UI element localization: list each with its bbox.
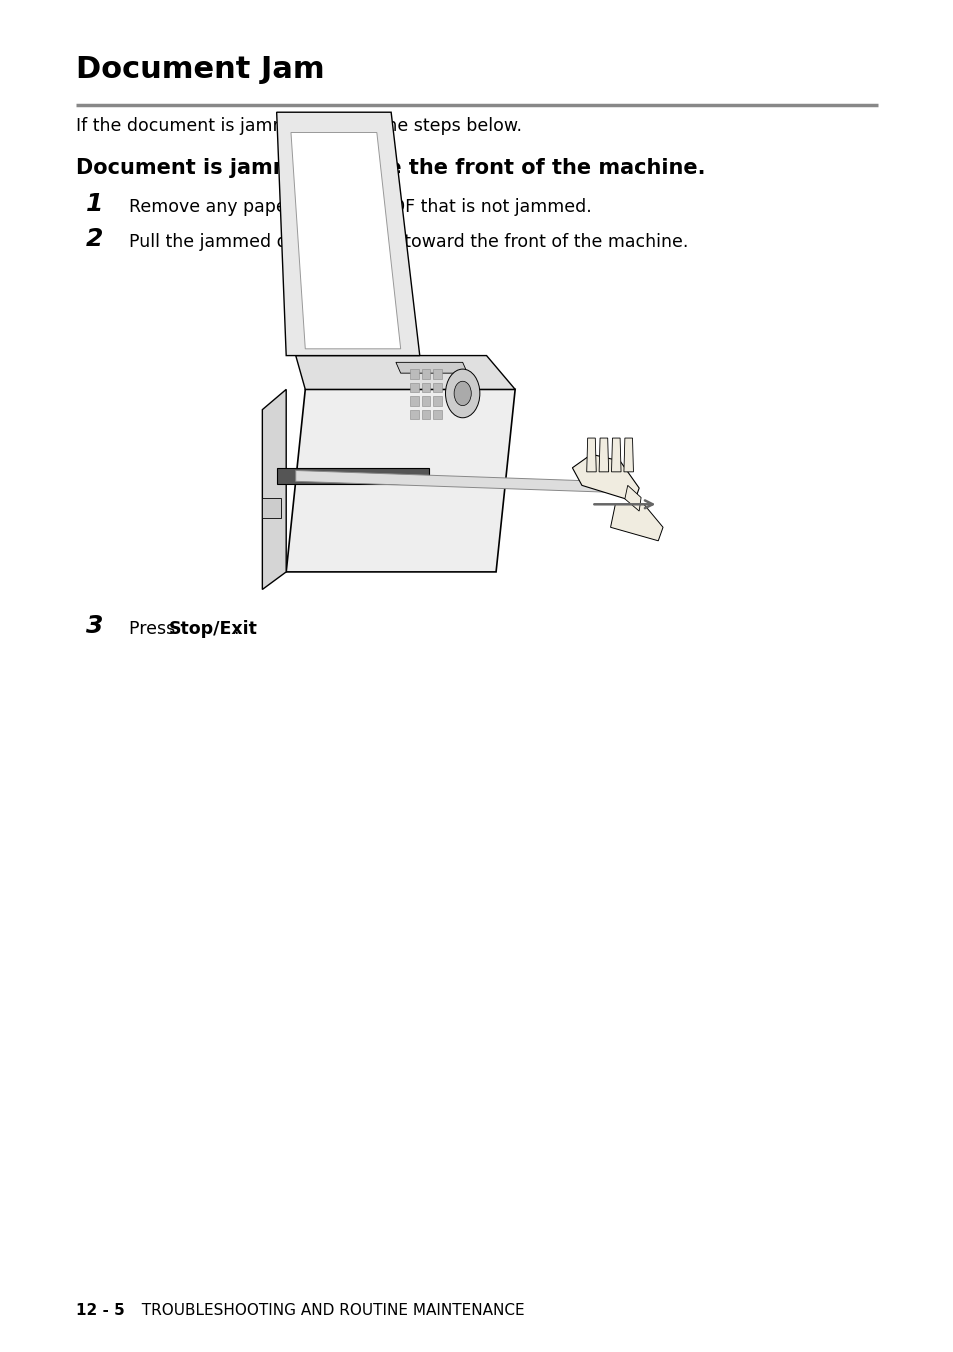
Text: 3: 3 [86, 614, 103, 638]
Polygon shape [410, 383, 418, 392]
Polygon shape [421, 396, 430, 406]
Polygon shape [295, 356, 515, 389]
Polygon shape [395, 362, 467, 373]
Polygon shape [286, 389, 515, 572]
Polygon shape [611, 438, 620, 472]
Circle shape [454, 381, 471, 406]
Text: 12 - 5: 12 - 5 [76, 1303, 125, 1318]
Text: Pull the jammed document out toward the front of the machine.: Pull the jammed document out toward the … [129, 234, 687, 251]
Text: TROUBLESHOOTING AND ROUTINE MAINTENANCE: TROUBLESHOOTING AND ROUTINE MAINTENANCE [132, 1303, 524, 1318]
Text: 1: 1 [86, 192, 103, 216]
Text: Remove any paper from the ADF that is not jammed.: Remove any paper from the ADF that is no… [129, 199, 591, 216]
Polygon shape [421, 369, 430, 379]
Polygon shape [421, 410, 430, 419]
Polygon shape [262, 498, 281, 518]
Circle shape [445, 369, 479, 418]
Polygon shape [433, 396, 441, 406]
Text: .: . [233, 621, 238, 638]
Polygon shape [433, 410, 441, 419]
Polygon shape [262, 389, 286, 589]
Text: If the document is jammed, follow the steps below.: If the document is jammed, follow the st… [76, 118, 522, 135]
Polygon shape [598, 438, 608, 472]
Polygon shape [610, 504, 662, 541]
Polygon shape [295, 470, 605, 492]
Polygon shape [410, 396, 418, 406]
Polygon shape [572, 454, 639, 502]
Polygon shape [433, 383, 441, 392]
Polygon shape [410, 369, 418, 379]
Text: Stop/Exit: Stop/Exit [169, 621, 257, 638]
Polygon shape [276, 112, 419, 356]
Text: 2: 2 [86, 227, 103, 251]
Text: Document Jam: Document Jam [76, 55, 325, 84]
Text: Press: Press [129, 621, 180, 638]
Polygon shape [586, 438, 596, 472]
Polygon shape [410, 410, 418, 419]
Polygon shape [433, 369, 441, 379]
Polygon shape [421, 383, 430, 392]
Text: Document is jammed inside the front of the machine.: Document is jammed inside the front of t… [76, 158, 705, 178]
Polygon shape [276, 468, 429, 484]
Polygon shape [623, 438, 633, 472]
Polygon shape [291, 132, 400, 349]
Polygon shape [624, 485, 640, 511]
